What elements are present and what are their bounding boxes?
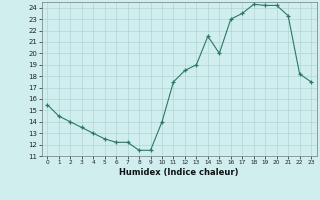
X-axis label: Humidex (Indice chaleur): Humidex (Indice chaleur): [119, 168, 239, 177]
